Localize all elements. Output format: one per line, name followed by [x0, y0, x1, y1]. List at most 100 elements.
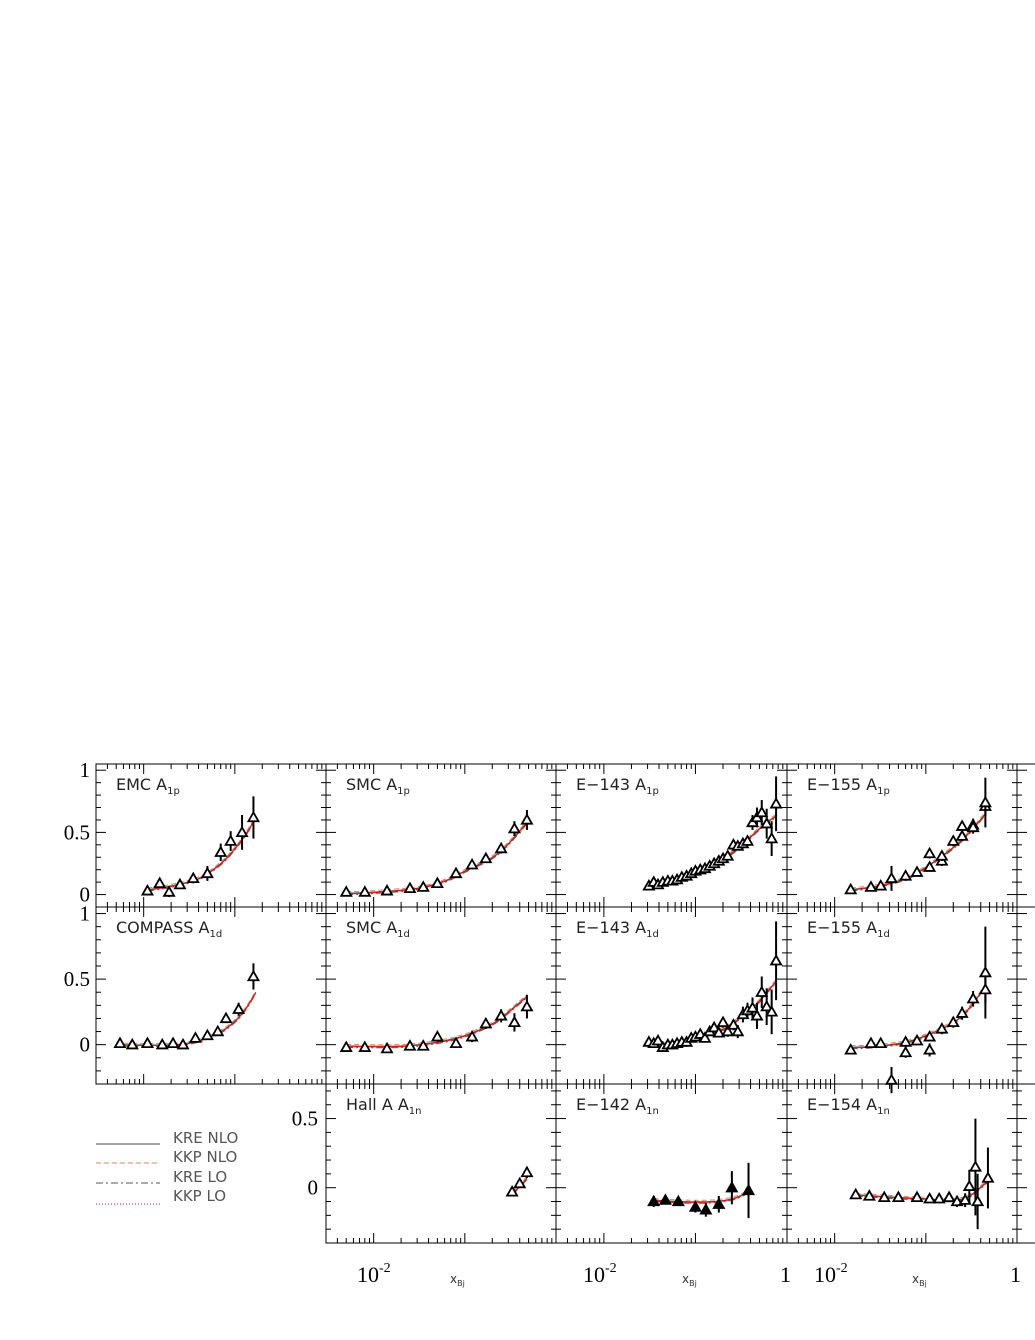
triangle-marker: [716, 1015, 730, 1028]
panel-3: E−143 A1p: [555, 764, 788, 908]
triangle-marker: [884, 1073, 899, 1085]
panel-title: SMC A1d: [346, 918, 410, 940]
data-point: [430, 876, 444, 889]
triangle-marker: [449, 866, 463, 879]
legend: KRE NLO KKP NLO KRE LO KKP LO: [96, 1129, 238, 1205]
triangle-marker: [899, 1045, 913, 1058]
data-point: [173, 877, 187, 890]
triangle-marker: [113, 1036, 127, 1049]
data-point: [232, 1002, 246, 1016]
data-point: [125, 1037, 139, 1050]
triangle-marker: [741, 1183, 756, 1196]
panel-8: E−155 A1d: [786, 907, 1018, 1094]
triangle-marker: [923, 1043, 937, 1055]
data-point: [658, 1193, 672, 1205]
triangle-marker: [981, 1171, 995, 1183]
data-point: [505, 1185, 519, 1197]
triangle-marker: [200, 866, 214, 879]
data-point: [380, 1041, 394, 1054]
x-tick-label: 10-2: [583, 1261, 617, 1287]
data-point: [153, 876, 167, 889]
triangle-marker: [946, 1015, 960, 1028]
data-point: [224, 831, 238, 852]
data-point: [339, 885, 353, 897]
triangle-marker: [520, 1165, 534, 1178]
data-point: [520, 810, 534, 830]
edge-panel: [1017, 1090, 1027, 1244]
data-point: [416, 880, 430, 892]
triangle-marker: [726, 1018, 740, 1030]
triangle-marker: [155, 1037, 169, 1050]
panel-2: SMC A1p: [325, 764, 557, 908]
triangle-marker: [232, 1002, 246, 1014]
panel-10: E−142 A1n: [555, 1084, 788, 1244]
data-point: [176, 1037, 190, 1050]
triangle-marker: [699, 1203, 713, 1215]
data-point: [416, 1039, 430, 1051]
triangle-marker: [520, 813, 534, 825]
panel-11: E−154 A1n: [786, 1084, 1018, 1244]
data-point: [891, 1190, 905, 1203]
triangle-marker: [246, 969, 260, 982]
triangle-marker: [923, 846, 937, 859]
data-point: [765, 989, 779, 1035]
triangle-marker: [339, 1040, 353, 1052]
panel-title: E−143 A1p: [576, 775, 659, 797]
triangle-marker: [760, 816, 774, 829]
triangle-marker: [731, 1024, 745, 1037]
data-point: [844, 1043, 858, 1055]
triangle-marker: [465, 857, 479, 870]
data-point: [769, 776, 783, 832]
triangle-marker: [513, 1176, 527, 1189]
data-point: [235, 814, 249, 850]
triangle-marker: [712, 1197, 726, 1209]
data-point: [246, 796, 260, 839]
triangle-marker: [745, 1001, 760, 1013]
triangle-marker: [494, 1009, 508, 1021]
triangle-marker: [403, 881, 417, 893]
data-point: [755, 976, 769, 1008]
triangle-marker: [246, 810, 260, 823]
triangle-marker: [935, 1022, 949, 1034]
triangle-marker: [942, 1190, 956, 1203]
data-point: [140, 884, 154, 896]
data-point: [671, 1194, 685, 1207]
triangle-marker: [140, 1036, 154, 1049]
data-point: [946, 834, 960, 847]
panel-1: EMC A1p: [95, 764, 327, 908]
triangle-marker: [479, 851, 493, 864]
triangle-marker: [874, 1036, 888, 1049]
data-point: [923, 1191, 937, 1204]
data-point: [899, 1045, 913, 1058]
panel-4: E−155 A1p: [786, 764, 1018, 908]
triangle-marker: [935, 849, 949, 861]
curve-kkp-lo: [147, 817, 257, 891]
triangle-marker: [923, 1029, 937, 1042]
panel-title: E−143 A1d: [576, 918, 659, 940]
triangle-marker: [358, 1040, 372, 1052]
triangle-marker: [358, 885, 372, 897]
data-point: [200, 1028, 214, 1041]
triangle-marker: [864, 880, 878, 892]
data-point: [494, 1009, 508, 1023]
legend-item-kre-nlo: KRE NLO: [96, 1129, 238, 1147]
legend-label: KRE NLO: [173, 1129, 238, 1147]
data-point: [981, 1147, 995, 1209]
triangle-marker: [955, 1006, 969, 1018]
data-point: [864, 1036, 878, 1049]
triangle-marker: [950, 1194, 964, 1207]
data-point: [932, 1191, 946, 1204]
triangle-marker: [864, 1036, 878, 1049]
data-point: [946, 1015, 960, 1028]
triangle-marker: [862, 1189, 876, 1201]
triangle-marker: [658, 1193, 672, 1205]
legend-label: KRE LO: [173, 1168, 227, 1186]
triangle-marker: [955, 829, 969, 841]
legend-label: KKP NLO: [173, 1148, 237, 1166]
data-point: [449, 866, 463, 879]
x-axis-label: xBj: [912, 1272, 927, 1288]
triangle-marker: [520, 999, 534, 1012]
panel-9: Hall A A1n: [325, 1084, 557, 1244]
y-tick-label: 0: [80, 1033, 91, 1057]
